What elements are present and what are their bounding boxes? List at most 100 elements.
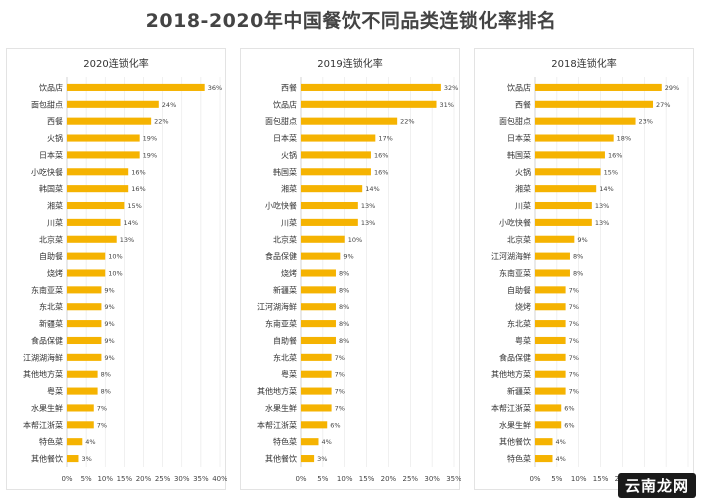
category-label: 其他地方菜: [257, 386, 297, 396]
bar: [67, 421, 94, 429]
x-tick-label: 15%: [117, 475, 133, 483]
category-label: 新疆菜: [39, 319, 63, 329]
bar: [67, 218, 121, 226]
x-tick-label: 5%: [81, 475, 92, 483]
bar: [67, 320, 102, 328]
chart-main-title: 2018-2020年中国餐饮不同品类连锁化率排名: [145, 10, 557, 32]
x-tick-label: 30%: [174, 475, 190, 483]
x-tick-label: 10%: [571, 475, 587, 483]
category-label: 水果生鲜: [499, 420, 531, 430]
chart-panel-2018: 2018连锁化率 0%5%10%15%20%25%30%35%饮品店29%西餐2…: [474, 48, 695, 490]
value-label: 32%: [444, 84, 458, 92]
category-label: 火锅: [515, 167, 531, 177]
category-label: 湘菜: [281, 184, 297, 194]
value-label: 17%: [378, 135, 392, 143]
category-label: 川菜: [515, 201, 531, 211]
category-label: 饮品店: [39, 82, 63, 92]
bar: [301, 117, 398, 125]
category-label: 川菜: [47, 217, 63, 227]
value-label: 7%: [335, 371, 345, 379]
value-label: 7%: [335, 404, 345, 412]
x-tick-label: 25%: [155, 475, 171, 483]
value-label: 7%: [335, 354, 345, 362]
category-label: 东南亚菜: [31, 285, 63, 295]
bar: [535, 134, 614, 142]
value-label: 13%: [120, 236, 134, 244]
bar: [301, 201, 358, 210]
bar: [535, 83, 662, 91]
category-label: 本帮江浙菜: [491, 403, 531, 413]
x-tick-label: 20%: [136, 475, 152, 483]
value-label: 29%: [665, 84, 679, 92]
bar: [535, 387, 566, 395]
bar: [67, 438, 83, 446]
x-tick-label: 5%: [317, 475, 328, 483]
bar: [535, 421, 562, 429]
category-label: 江河湖海鲜: [257, 302, 297, 312]
bar: [535, 185, 597, 193]
bar: [67, 117, 152, 125]
bar: [535, 168, 601, 176]
bar: [535, 117, 636, 125]
category-label: 饮品店: [273, 99, 297, 109]
value-label: 15%: [127, 202, 141, 210]
category-label: 食品保健: [499, 352, 531, 362]
bar: [67, 269, 106, 277]
category-label: 韩国菜: [507, 150, 531, 160]
value-label: 7%: [97, 404, 107, 412]
bar: [535, 370, 566, 378]
x-tick-label: 0%: [529, 475, 540, 483]
chart-2018-svg: 0%5%10%15%20%25%30%35%饮品店29%西餐27%面包甜点23%…: [491, 77, 695, 483]
category-label: 其他餐饮: [31, 454, 63, 464]
panel-title-2020: 2020连锁化率: [83, 59, 149, 70]
value-label: 8%: [101, 388, 111, 396]
category-label: 粤菜: [281, 369, 297, 379]
value-label: 19%: [143, 135, 157, 143]
category-label: 其他餐饮: [499, 437, 531, 447]
value-label: 3%: [317, 455, 327, 463]
value-label: 13%: [361, 202, 375, 210]
value-label: 16%: [374, 151, 388, 159]
x-tick-label: 15%: [359, 475, 375, 483]
bar: [301, 235, 345, 243]
category-label: 烧烤: [515, 302, 531, 312]
bar: [301, 353, 332, 361]
category-label: 东南亚菜: [499, 268, 531, 278]
value-label: 8%: [339, 337, 349, 345]
category-label: 水果生鲜: [265, 403, 297, 413]
category-label: 北京菜: [507, 234, 531, 244]
bar: [67, 201, 125, 210]
value-label: 3%: [81, 455, 91, 463]
panel-title-2019: 2019连锁化率: [317, 59, 383, 70]
category-label: 其他地方菜: [23, 369, 63, 379]
bar: [535, 235, 575, 243]
category-label: 小吃快餐: [499, 217, 531, 227]
category-label: 食品保健: [265, 251, 297, 261]
category-label: 烧烤: [281, 268, 297, 278]
bar: [301, 218, 358, 226]
bar: [535, 269, 570, 277]
value-label: 14%: [124, 219, 138, 227]
category-label: 面包甜点: [499, 116, 531, 126]
category-label: 西餐: [515, 100, 531, 109]
value-label: 9%: [104, 286, 114, 294]
value-label: 8%: [339, 270, 349, 278]
bar: [301, 286, 336, 294]
category-label: 韩国菜: [39, 184, 63, 194]
value-label: 16%: [131, 168, 145, 176]
category-label: 其他餐饮: [265, 454, 297, 464]
category-label: 日本菜: [507, 133, 531, 143]
value-label: 22%: [400, 118, 414, 126]
chart-panel-2019: 2019连锁化率 0% 5% 10% 15% 20% 25% 30% 35% 西餐 32% 饮品店 3…: [240, 48, 461, 490]
bar: [67, 387, 98, 395]
category-label: 小吃快餐: [265, 201, 297, 211]
value-label: 19%: [143, 151, 157, 159]
category-label: 日本菜: [39, 150, 63, 160]
bar: [301, 387, 332, 395]
category-label: 特色菜: [273, 437, 297, 447]
bar: [301, 252, 341, 260]
bar: [301, 336, 336, 345]
value-label: 27%: [656, 101, 670, 109]
category-label: 北京菜: [39, 234, 63, 244]
